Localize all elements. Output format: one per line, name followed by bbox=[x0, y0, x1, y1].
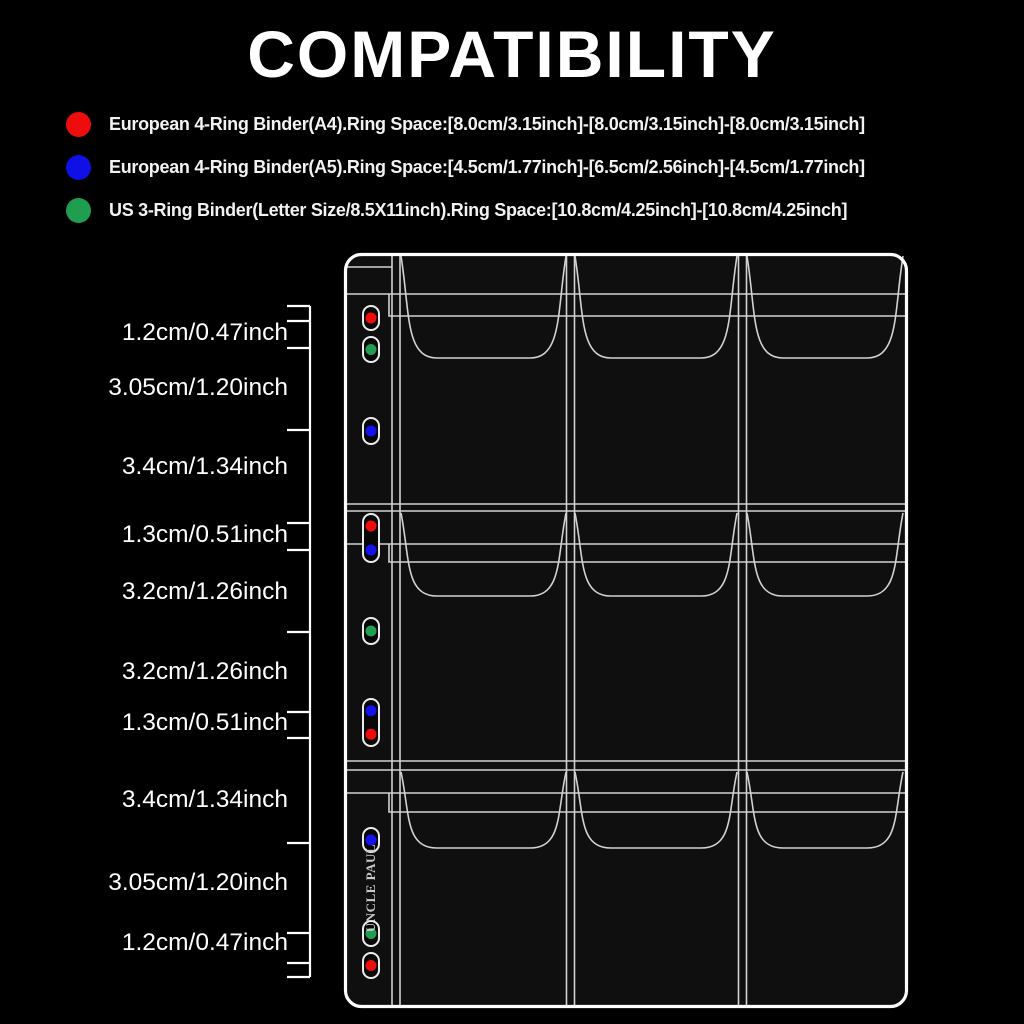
binder-page-outline bbox=[343, 252, 909, 1009]
legend-dot-blue bbox=[66, 155, 91, 180]
ring-dot-blue bbox=[365, 834, 377, 846]
pocket-band-line bbox=[388, 544, 907, 563]
pocket-band-line bbox=[388, 793, 907, 813]
legend-dot-red bbox=[66, 112, 91, 137]
binder-page-body bbox=[345, 254, 907, 1007]
ring-dot-red bbox=[365, 312, 377, 324]
pocket-notch bbox=[746, 512, 904, 597]
legend-dot-green bbox=[66, 198, 91, 223]
legend: European 4-Ring Binder(A4).Ring Space:[8… bbox=[66, 110, 865, 239]
ring-dot-red bbox=[365, 520, 377, 532]
legend-item-a5: European 4-Ring Binder(A5).Ring Space:[4… bbox=[66, 153, 865, 182]
pocket-notch bbox=[746, 771, 904, 849]
legend-label: US 3-Ring Binder(Letter Size/8.5X11inch)… bbox=[109, 200, 848, 220]
ring-dot-blue bbox=[365, 544, 377, 556]
pocket-notch bbox=[400, 771, 567, 849]
ring-dot-red bbox=[365, 960, 377, 971]
ring-dot-red bbox=[365, 728, 377, 740]
ring-dot-green bbox=[365, 625, 377, 637]
ring-dot-blue bbox=[365, 425, 377, 437]
legend-item-us-letter: US 3-Ring Binder(Letter Size/8.5X11inch)… bbox=[66, 196, 865, 225]
pocket-notch bbox=[400, 512, 567, 597]
ring-dot-blue bbox=[365, 705, 377, 717]
pocket-notch bbox=[574, 255, 738, 359]
brand-text: UNCLE PAUL bbox=[363, 844, 378, 932]
pocket-notch bbox=[574, 512, 738, 597]
ring-dot-green bbox=[365, 928, 377, 939]
pocket-notch bbox=[574, 771, 738, 849]
legend-item-a4: European 4-Ring Binder(A4).Ring Space:[8… bbox=[66, 110, 865, 139]
legend-label: European 4-Ring Binder(A4).Ring Space:[8… bbox=[109, 114, 865, 134]
page-title: COMPATIBILITY bbox=[247, 17, 777, 91]
pocket-band-line bbox=[388, 294, 907, 317]
pocket-notch bbox=[746, 255, 904, 359]
legend-label: European 4-Ring Binder(A5).Ring Space:[4… bbox=[109, 157, 865, 177]
ring-dot-green bbox=[365, 344, 377, 355]
pocket-notch bbox=[400, 255, 567, 359]
